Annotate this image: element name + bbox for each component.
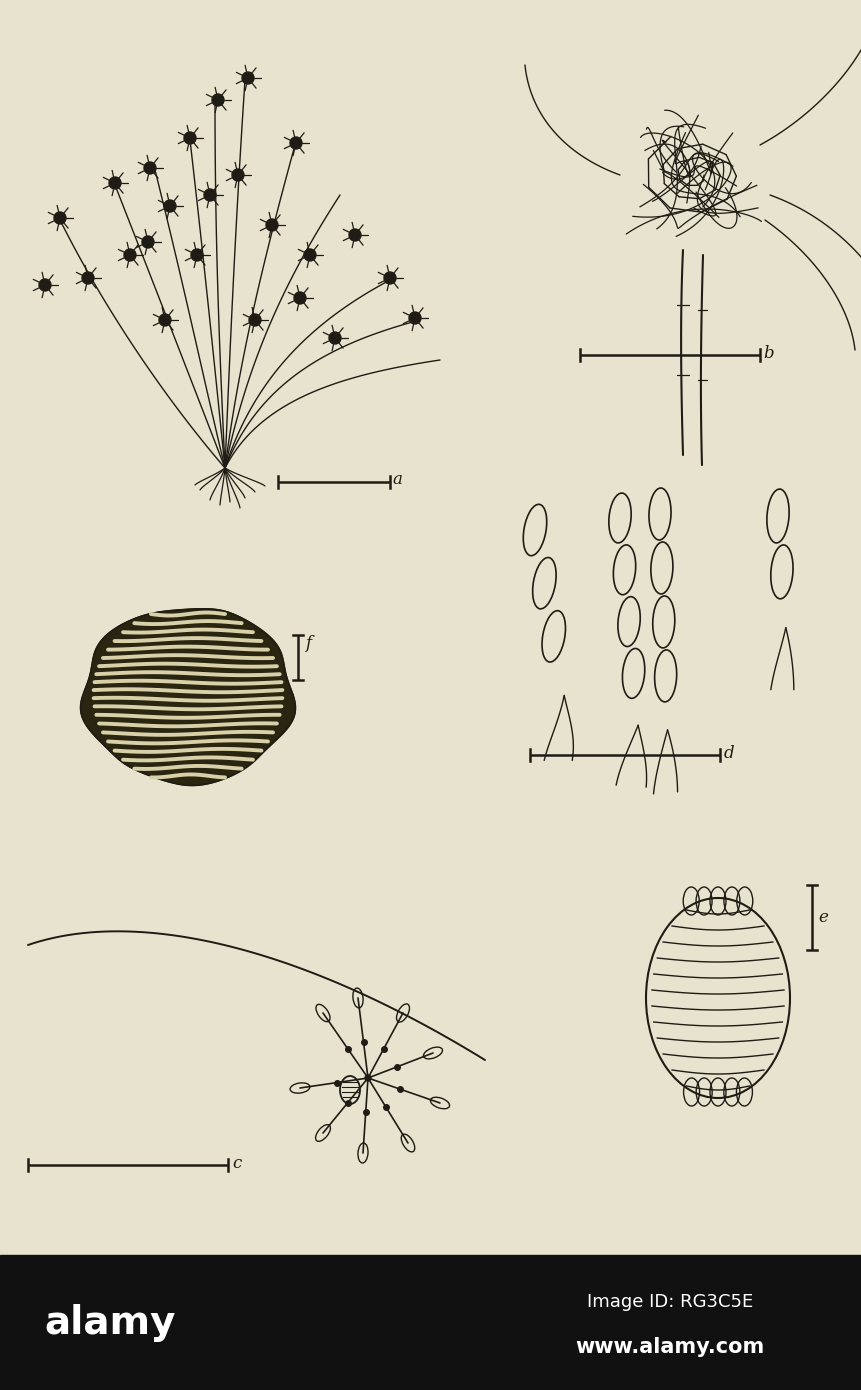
Circle shape xyxy=(191,249,203,261)
Text: alamy: alamy xyxy=(44,1304,176,1341)
Circle shape xyxy=(294,292,306,304)
Circle shape xyxy=(109,177,121,189)
Text: a: a xyxy=(392,471,402,488)
Circle shape xyxy=(184,132,196,145)
Circle shape xyxy=(242,72,254,83)
Bar xyxy=(0,1255,861,1390)
Circle shape xyxy=(159,314,171,327)
Circle shape xyxy=(290,138,302,149)
Circle shape xyxy=(124,249,136,261)
Circle shape xyxy=(365,1074,371,1081)
Circle shape xyxy=(82,272,94,284)
Circle shape xyxy=(39,279,51,291)
Circle shape xyxy=(204,189,216,202)
Text: www.alamy.com: www.alamy.com xyxy=(575,1337,765,1357)
Polygon shape xyxy=(81,609,295,785)
Circle shape xyxy=(329,332,341,343)
Text: e: e xyxy=(818,909,828,927)
Circle shape xyxy=(144,163,156,174)
Circle shape xyxy=(349,229,361,240)
Circle shape xyxy=(54,213,66,224)
Circle shape xyxy=(164,200,176,213)
Text: Image ID: RG3C5E: Image ID: RG3C5E xyxy=(587,1293,753,1311)
Text: b: b xyxy=(763,345,774,361)
Circle shape xyxy=(384,272,396,284)
Circle shape xyxy=(212,95,224,106)
Circle shape xyxy=(249,314,261,327)
Circle shape xyxy=(409,311,421,324)
Circle shape xyxy=(304,249,316,261)
Circle shape xyxy=(266,220,278,231)
Circle shape xyxy=(232,170,244,181)
Circle shape xyxy=(142,236,154,247)
Text: f: f xyxy=(305,635,311,652)
Text: c: c xyxy=(232,1155,241,1172)
Text: d: d xyxy=(724,745,734,762)
